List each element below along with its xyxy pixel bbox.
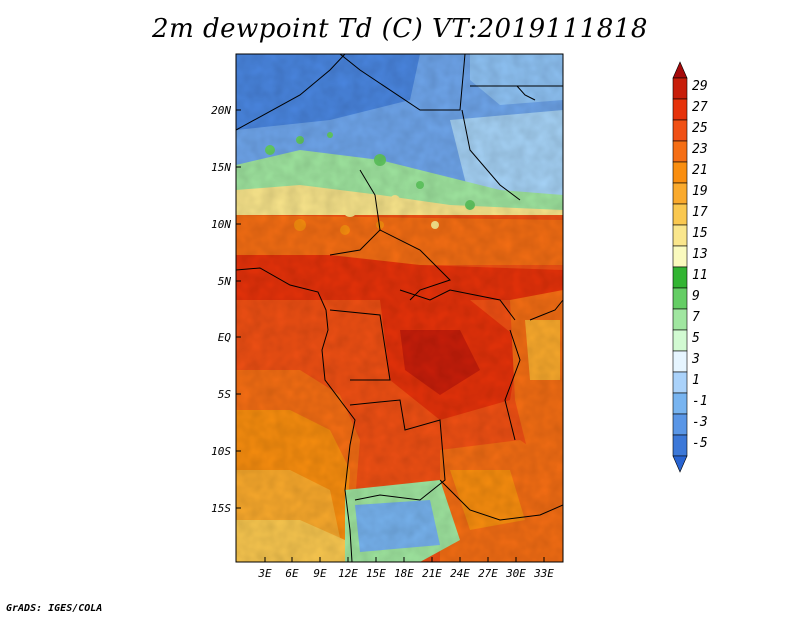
- colorbar-label: 1: [692, 373, 700, 388]
- colorbar-segment: [672, 161, 688, 184]
- colorbar-segment: [672, 350, 688, 373]
- colorbar-label: 5: [692, 331, 700, 346]
- colorbar: [672, 61, 688, 473]
- lat-label: 5S: [218, 388, 232, 401]
- colorbar-labels: 29 27 25 23 21 19 17 15 13 11 9 7 5 3 1 -1 -3 -5: [691, 79, 708, 451]
- colorbar-label: 3: [691, 352, 700, 367]
- lat-label: 10N: [211, 218, 231, 231]
- lon-label: 15E: [366, 567, 386, 580]
- colorbar-segment: [672, 287, 688, 310]
- colorbar-label: 9: [692, 289, 700, 304]
- colorbar-label: 23: [692, 142, 708, 157]
- lon-label: 30E: [505, 567, 526, 580]
- colorbar-label: 13: [692, 247, 708, 262]
- lon-label: 3E: [257, 567, 272, 580]
- lon-label: 33E: [533, 567, 554, 580]
- colorbar-segment: [672, 98, 688, 121]
- colorbar-label: 7: [692, 310, 700, 325]
- colorbar-segment: [672, 119, 688, 142]
- colorbar-segment: [672, 77, 688, 100]
- colorbar-label: 19: [692, 184, 708, 199]
- colorbar-segment: [672, 413, 688, 436]
- map-frame: [235, 53, 564, 563]
- colorbar-segment: [672, 329, 688, 352]
- colorbar-label: 27: [692, 100, 708, 115]
- lon-label: 12E: [338, 567, 358, 580]
- colorbar-segment: [672, 140, 688, 163]
- lat-label: 5N: [218, 275, 232, 288]
- colorbar-label: 29: [692, 79, 708, 94]
- lon-label: 18E: [394, 567, 414, 580]
- lat-labels: 20N 15N 10N 5N EQ 5S 10S 15S: [211, 104, 231, 515]
- lat-label: EQ: [218, 331, 232, 344]
- grads-credit: GrADS: IGES/COLA: [6, 603, 103, 614]
- lat-label: 15S: [211, 502, 231, 515]
- colorbar-segment: [672, 308, 688, 331]
- lat-label: 20N: [211, 104, 231, 117]
- colorbar-label: 17: [692, 205, 708, 220]
- lat-label: 15N: [211, 161, 231, 174]
- lon-labels: 3E 6E 9E 12E 15E 18E 21E 24E 27E 30E 33E: [257, 567, 554, 580]
- dewpoint-field: [236, 54, 563, 562]
- colorbar-label: 11: [692, 268, 708, 283]
- colorbar-label: 21: [692, 163, 708, 178]
- colorbar-label: -1: [692, 394, 708, 409]
- colorbar-label: -3: [692, 415, 708, 430]
- lat-ticks: [236, 109, 241, 509]
- colorbar-top-arrow: [672, 61, 688, 79]
- lon-label: 9E: [313, 567, 327, 580]
- colorbar-segment: [672, 182, 688, 205]
- lon-label: 21E: [422, 567, 442, 580]
- colorbar-label: 25: [692, 121, 708, 136]
- lon-ticks: [264, 557, 545, 562]
- colorbar-label: -5: [692, 436, 708, 451]
- colorbar-bottom-arrow: [672, 455, 688, 473]
- lon-label: 6E: [285, 567, 299, 580]
- colorbar-segment: [672, 371, 688, 394]
- colorbar-segment: [672, 266, 688, 289]
- lon-label: 27E: [478, 567, 498, 580]
- chart-title: 2m dewpoint Td (C) VT:2019111818: [152, 14, 648, 44]
- colorbar-segment: [672, 224, 688, 247]
- lon-label: 24E: [450, 567, 470, 580]
- colorbar-segment: [672, 392, 688, 415]
- colorbar-segment: [672, 434, 688, 457]
- colorbar-segment: [672, 245, 688, 268]
- colorbar-segment: [672, 203, 688, 226]
- lat-label: 10S: [211, 445, 231, 458]
- colorbar-label: 15: [692, 226, 708, 241]
